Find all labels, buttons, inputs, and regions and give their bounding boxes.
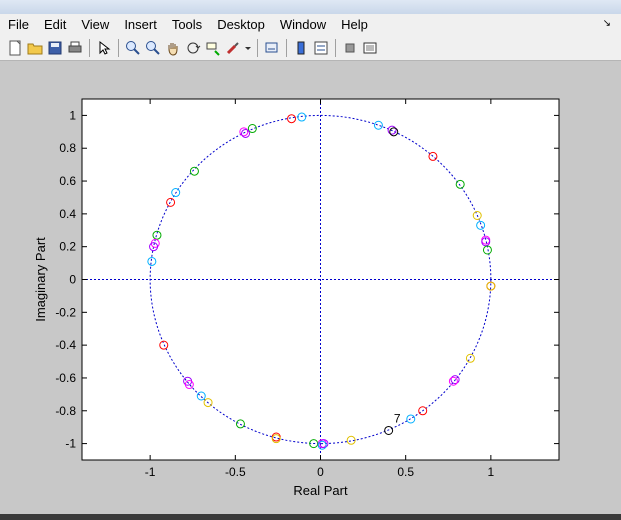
- y-tick-label: 0.8: [59, 141, 76, 155]
- x-tick-label: 0: [317, 465, 324, 479]
- brush-icon[interactable]: [223, 38, 243, 58]
- zoom-out-icon[interactable]: [143, 38, 163, 58]
- y-tick-label: 0.4: [59, 207, 76, 221]
- y-tick-label: -0.2: [55, 305, 76, 319]
- x-tick-label: -0.5: [225, 465, 246, 479]
- zero-marker: [450, 375, 460, 385]
- zero-marker: [373, 120, 383, 130]
- menu-insert[interactable]: Insert: [124, 17, 157, 32]
- zero-marker: [166, 197, 176, 207]
- multiplicity-annotation: 7: [394, 411, 401, 425]
- menu-help[interactable]: Help: [341, 17, 368, 32]
- menu-edit[interactable]: Edit: [43, 17, 67, 32]
- menu-dock-arrow-icon[interactable]: ↘: [602, 18, 611, 29]
- x-tick-label: -1: [145, 465, 156, 479]
- x-tick-label: 1: [488, 465, 495, 479]
- zero-marker: [476, 220, 486, 230]
- window-bottom-edge: [0, 514, 621, 520]
- y-tick-label: 0: [69, 273, 76, 287]
- save-icon[interactable]: [45, 38, 65, 58]
- zero-marker: [203, 398, 213, 408]
- zero-marker: [481, 237, 491, 247]
- zero-marker: [149, 242, 159, 252]
- toolbar-separator: [89, 38, 90, 57]
- zoom-in-icon[interactable]: [123, 38, 143, 58]
- x-axis-label: Real Part: [293, 483, 348, 498]
- y-tick-label: 1: [69, 108, 76, 122]
- menu-file[interactable]: File: [8, 17, 29, 32]
- pole-zero-plot[interactable]: -1 -0.5 0 0.5 1 -1 -0.8 -0.6 -0.4 -0.2 0 0.2 0.4 0.6 0…: [0, 61, 621, 514]
- data-cursor-icon[interactable]: [203, 38, 223, 58]
- zero-marker: [387, 125, 397, 135]
- rotate-3d-icon[interactable]: [183, 38, 203, 58]
- zero-marker: [196, 391, 206, 401]
- toolbar-separator: [118, 38, 119, 57]
- menu-view[interactable]: View: [81, 17, 110, 32]
- zero-marker: [346, 435, 356, 445]
- zero-marker: [189, 166, 199, 176]
- zero-marker: [152, 230, 162, 240]
- zero-marker: [239, 127, 249, 137]
- toolbar-separator: [335, 38, 336, 57]
- zero-marker: [482, 245, 492, 255]
- zero-marker: [319, 439, 329, 449]
- y-tick-label: -1: [65, 437, 76, 451]
- print-icon[interactable]: [65, 38, 85, 58]
- legend-icon[interactable]: [311, 38, 331, 58]
- zero-marker: [184, 380, 194, 390]
- show-plot-tools-icon[interactable]: [360, 38, 380, 58]
- zero-marker: [406, 414, 416, 424]
- zero-marker: [465, 353, 475, 363]
- zero-marker: [389, 127, 399, 137]
- hide-plot-tools-icon[interactable]: [340, 38, 360, 58]
- brush-dropdown-icon[interactable]: [243, 38, 253, 58]
- zero-marker: [317, 440, 327, 450]
- zero-marker: [297, 112, 307, 122]
- figure-canvas: -1 -0.5 0 0.5 1 -1 -0.8 -0.6 -0.4 -0.2 0 0.2 0.4 0.6 0…: [0, 61, 621, 514]
- pan-hand-icon[interactable]: [163, 38, 183, 58]
- zero-marker: [428, 151, 438, 161]
- zero-marker: [235, 419, 245, 429]
- zero-marker: [287, 114, 297, 124]
- menu-window[interactable]: Window: [279, 17, 327, 32]
- figure-toolbar: [0, 35, 621, 61]
- zero-marker: [448, 376, 458, 386]
- y-tick-label: -0.6: [55, 371, 76, 385]
- zero-marker: [486, 281, 496, 291]
- toolbar-separator: [257, 38, 258, 57]
- zero-marker: [241, 128, 251, 138]
- y-tick-label: -0.8: [55, 404, 76, 418]
- menu-tools[interactable]: Tools: [171, 17, 203, 32]
- zero-marker: [384, 425, 394, 435]
- zero-marker: [455, 179, 465, 189]
- zero-marker: [159, 340, 169, 350]
- y-axis-label: Imaginary Part: [33, 237, 48, 322]
- new-figure-icon[interactable]: [5, 38, 25, 58]
- window-title-bar: [0, 0, 621, 14]
- zero-marker: [472, 211, 482, 221]
- colorbar-icon[interactable]: [291, 38, 311, 58]
- link-plot-icon[interactable]: [262, 38, 282, 58]
- x-tick-label: 0.5: [397, 465, 414, 479]
- toolbar-separator: [286, 38, 287, 57]
- select-arrow-icon[interactable]: [94, 38, 114, 58]
- unit-circle: [149, 114, 492, 445]
- zero-marker: [309, 439, 319, 449]
- menu-bar: File Edit View Insert Tools Desktop Wind…: [0, 14, 621, 35]
- y-tick-label: -0.4: [55, 338, 76, 352]
- zero-marker: [418, 406, 428, 416]
- y-tick-label: 0.6: [59, 174, 76, 188]
- open-file-icon[interactable]: [25, 38, 45, 58]
- zero-marker: [147, 256, 157, 266]
- y-tick-label: 0.2: [59, 240, 76, 254]
- zero-marker: [247, 124, 257, 134]
- zero-marker: [171, 188, 181, 198]
- zero-marker: [271, 434, 281, 444]
- menu-desktop[interactable]: Desktop: [217, 17, 265, 32]
